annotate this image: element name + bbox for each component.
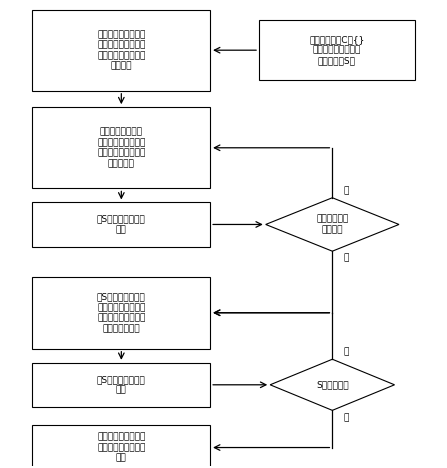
Text: 还有必须经过
的巷道？: 还有必须经过 的巷道？ [316, 215, 349, 234]
Polygon shape [266, 198, 399, 251]
Text: 是: 是 [343, 186, 349, 195]
Bar [33, 277, 210, 349]
Text: 从S集移除已选取的
商品: 从S集移除已选取的 商品 [97, 375, 146, 395]
Polygon shape [270, 359, 395, 410]
Bar [33, 9, 210, 91]
Text: 否: 否 [343, 254, 349, 263]
Bar [33, 425, 210, 468]
Bar [33, 107, 210, 189]
Text: 初始化结果集C为{}
空集，而待拣商品与
所有巷道为S集: 初始化结果集C为{} 空集，而待拣商品与 所有巷道为S集 [309, 35, 364, 65]
Text: 在S集上计算每条巷
道的商品数，把商品
尽可能安排在最大商
品数的巷道拣货: 在S集上计算每条巷 道的商品数，把商品 尽可能安排在最大商 品数的巷道拣货 [97, 292, 146, 333]
Bar [259, 20, 414, 80]
Bar [33, 363, 210, 407]
Text: 把波次中巷道设定为
集合，在巷道上有库
存的商品为该巷道的
集合成员: 把波次中巷道设定为 集合，在巷道上有库 存的商品为该巷道的 集合成员 [97, 30, 146, 70]
Text: 从S集移除已选取的
商品: 从S集移除已选取的 商品 [97, 215, 146, 234]
Text: 先找必须经过的巷
道，然后把巷道的所
属商品尽可能安排在
该巷道拣货: 先找必须经过的巷 道，然后把巷道的所 属商品尽可能安排在 该巷道拣货 [97, 128, 146, 168]
Text: 否: 否 [343, 413, 349, 422]
Text: 输出波次，波次中每
个商品已决定了拣货
巷道: 输出波次，波次中每 个商品已决定了拣货 巷道 [97, 432, 146, 462]
Text: S还有商品？: S还有商品？ [316, 380, 349, 389]
Text: 是: 是 [343, 348, 349, 357]
Bar [33, 202, 210, 247]
